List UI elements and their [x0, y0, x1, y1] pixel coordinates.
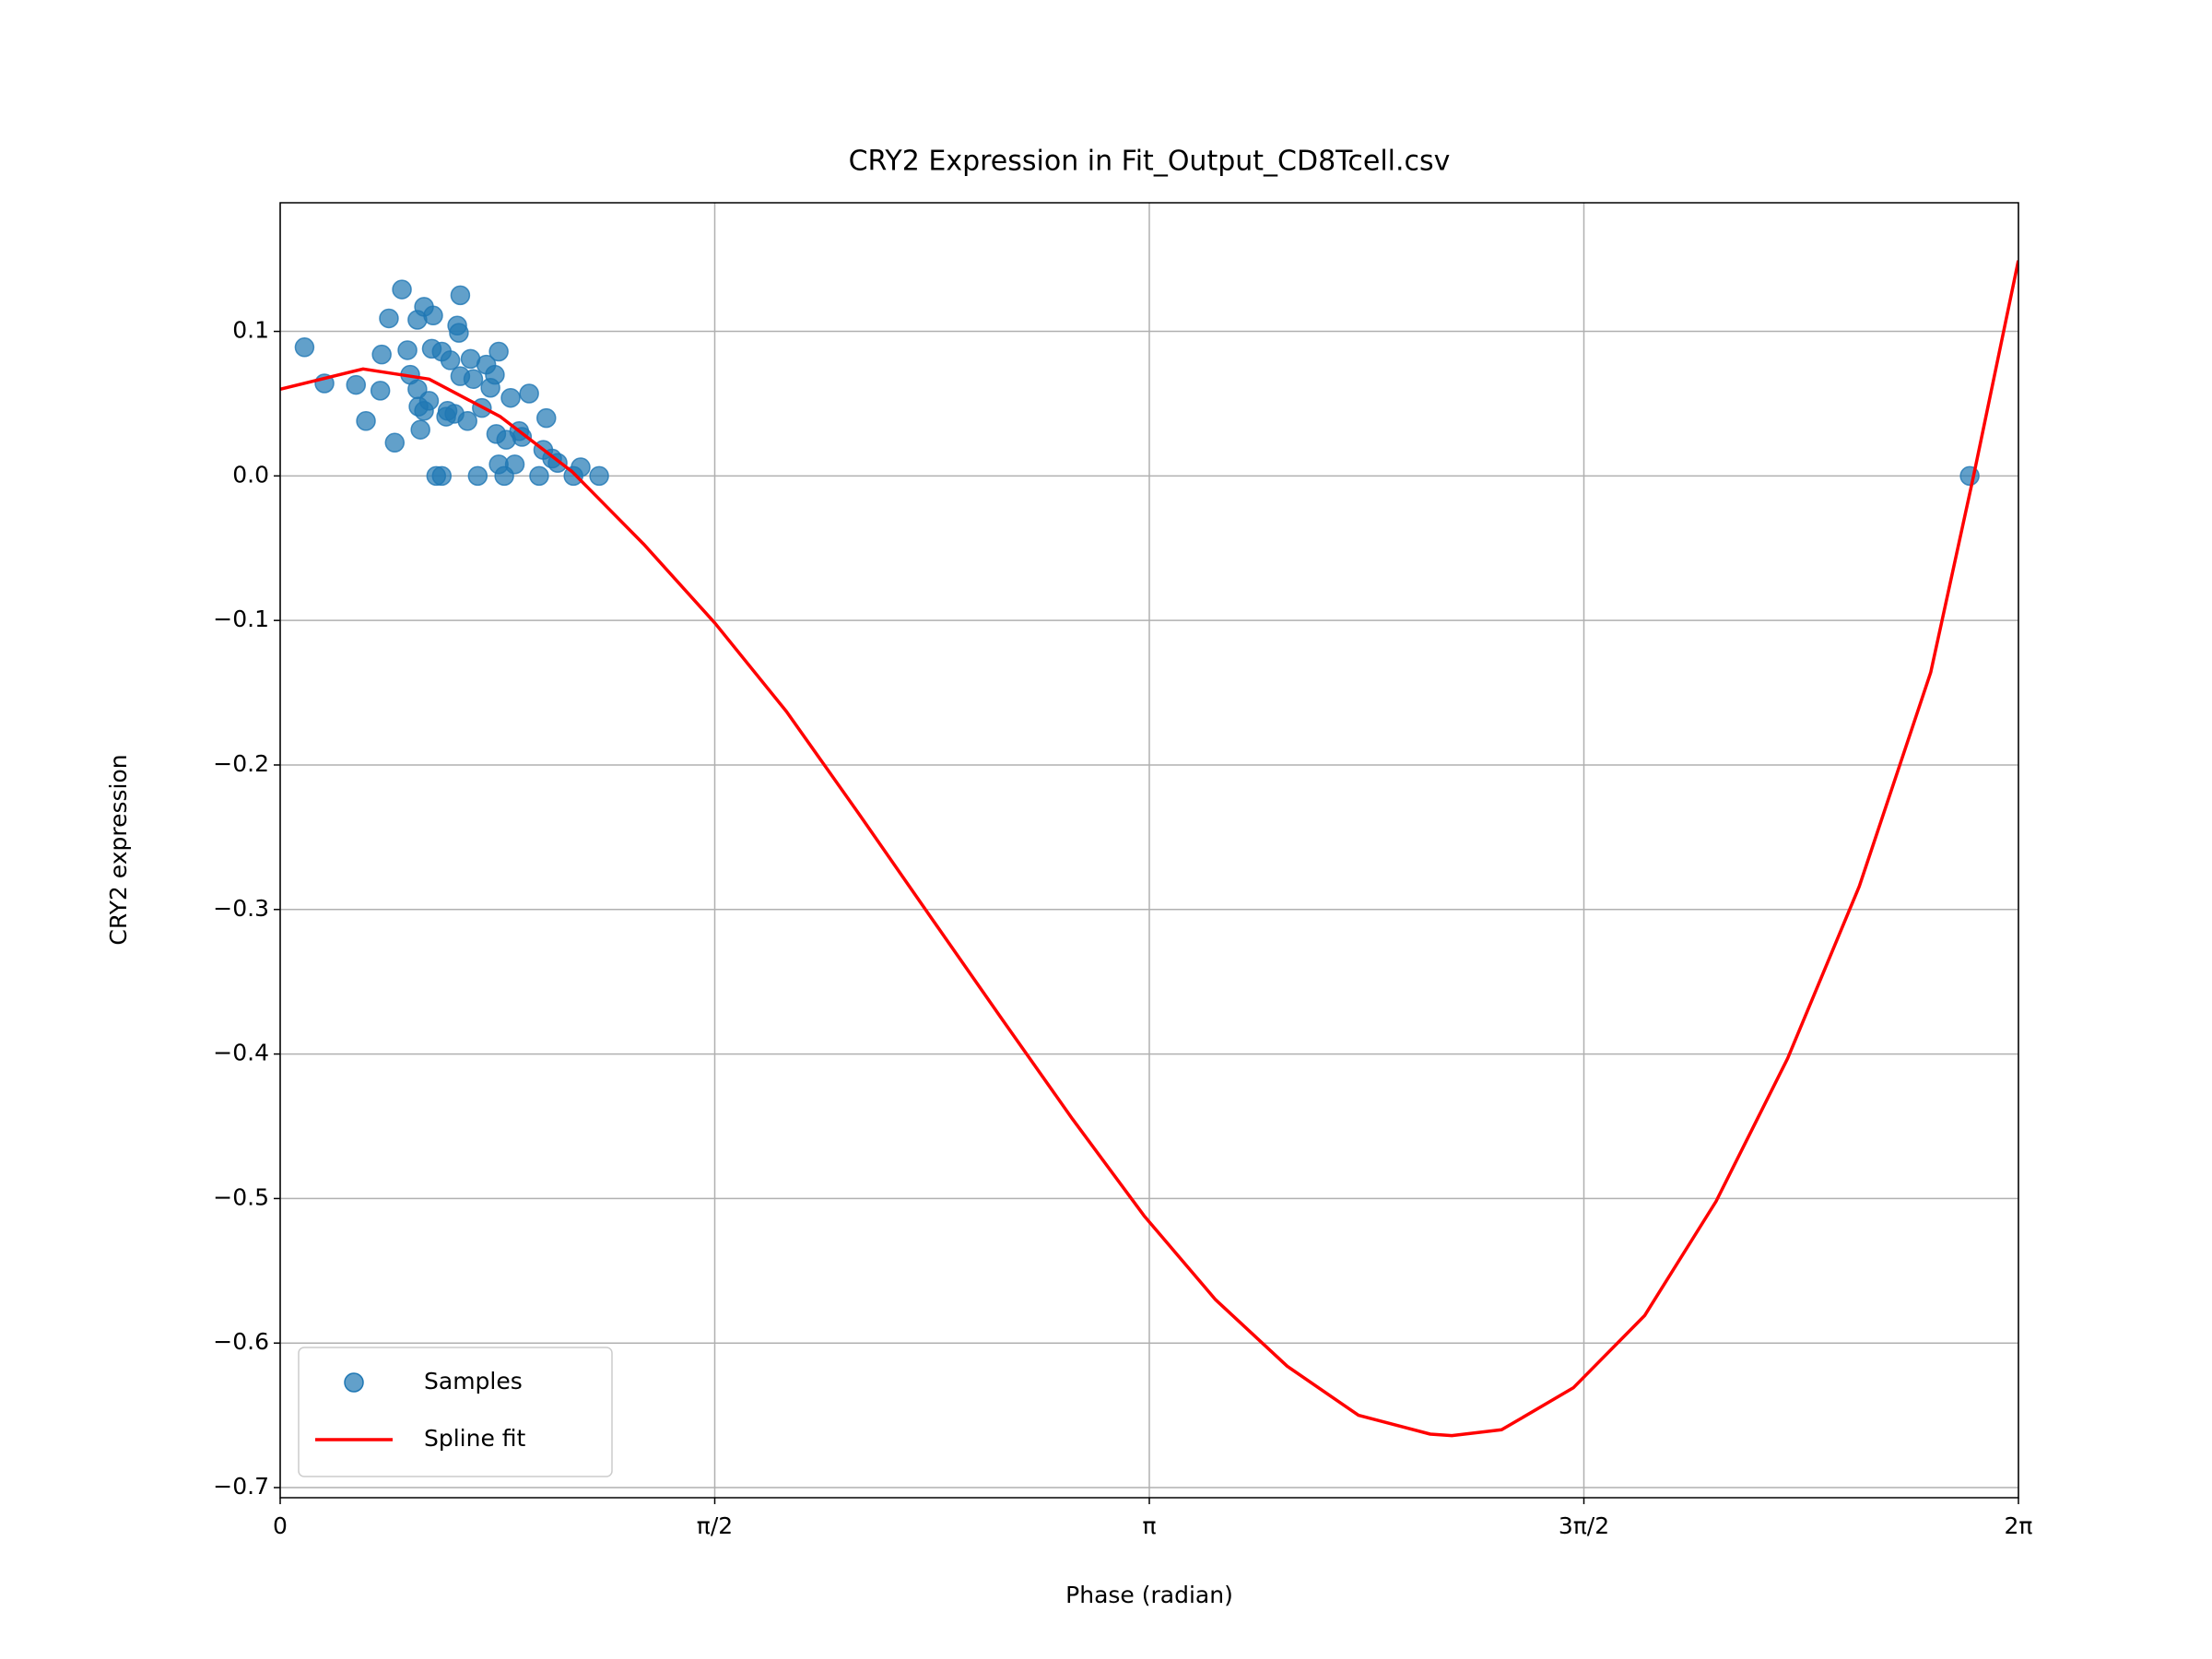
scatter-point: [346, 374, 366, 395]
scatter-point: [356, 411, 376, 431]
scatter-point: [450, 285, 471, 306]
scatter-point: [379, 308, 399, 329]
plot-frame: [279, 202, 2019, 1499]
legend-marker: [344, 1372, 364, 1393]
y-tick-label: −0.4: [213, 1040, 269, 1066]
scatter-point: [371, 344, 392, 365]
y-tick-label: −0.5: [213, 1183, 269, 1210]
scatter-point: [589, 465, 609, 487]
scatter-point: [397, 340, 418, 360]
x-axis-label: Phase (radian): [1065, 1582, 1233, 1608]
scatter-point: [431, 465, 453, 487]
y-tick-label: 0.1: [232, 317, 269, 344]
scatter-point: [519, 383, 539, 404]
scatter-point: [512, 427, 533, 447]
scatter-point: [423, 305, 443, 326]
scatter-point: [467, 465, 488, 487]
scatter-point: [457, 411, 477, 431]
y-tick-label: −0.7: [213, 1473, 269, 1500]
scatter-point: [571, 457, 591, 477]
legend-label: Spline fit: [424, 1425, 526, 1452]
legend-label: Samples: [424, 1368, 523, 1394]
scatter-point: [449, 323, 469, 343]
scatter-point: [418, 391, 440, 411]
y-tick-label: −0.6: [213, 1328, 269, 1355]
scatter-point: [529, 465, 549, 487]
scatter-point: [463, 369, 484, 390]
y-axis-label: CRY2 expression: [105, 754, 132, 945]
x-tick-label: π/2: [697, 1512, 733, 1539]
y-tick-label: −0.3: [213, 895, 269, 922]
x-tick-label: π: [1142, 1512, 1156, 1539]
x-tick-label: 0: [273, 1512, 288, 1539]
scatter-point: [536, 407, 557, 429]
x-tick-label: 3π/2: [1559, 1512, 1609, 1539]
scatter-point: [294, 337, 315, 358]
scatter-point: [392, 279, 412, 300]
scatter-point: [440, 350, 461, 371]
scatter-point: [488, 341, 509, 362]
chart-title: CRY2 Expression in Fit_Output_CD8Tcell.c…: [849, 146, 1451, 178]
scatter-point: [384, 432, 406, 453]
scatter-point: [370, 381, 391, 401]
line: [280, 260, 2018, 1438]
y-tick-label: −0.2: [213, 750, 269, 777]
legend-box: [298, 1347, 613, 1477]
scatter-point: [485, 364, 505, 385]
x-tick-label: 2π: [2005, 1512, 2033, 1539]
y-tick-label: 0.0: [232, 461, 269, 488]
scatter-point: [410, 419, 430, 440]
y-tick-label: −0.1: [213, 606, 269, 632]
scatter-point: [504, 454, 525, 475]
scatter-point: [500, 387, 521, 408]
